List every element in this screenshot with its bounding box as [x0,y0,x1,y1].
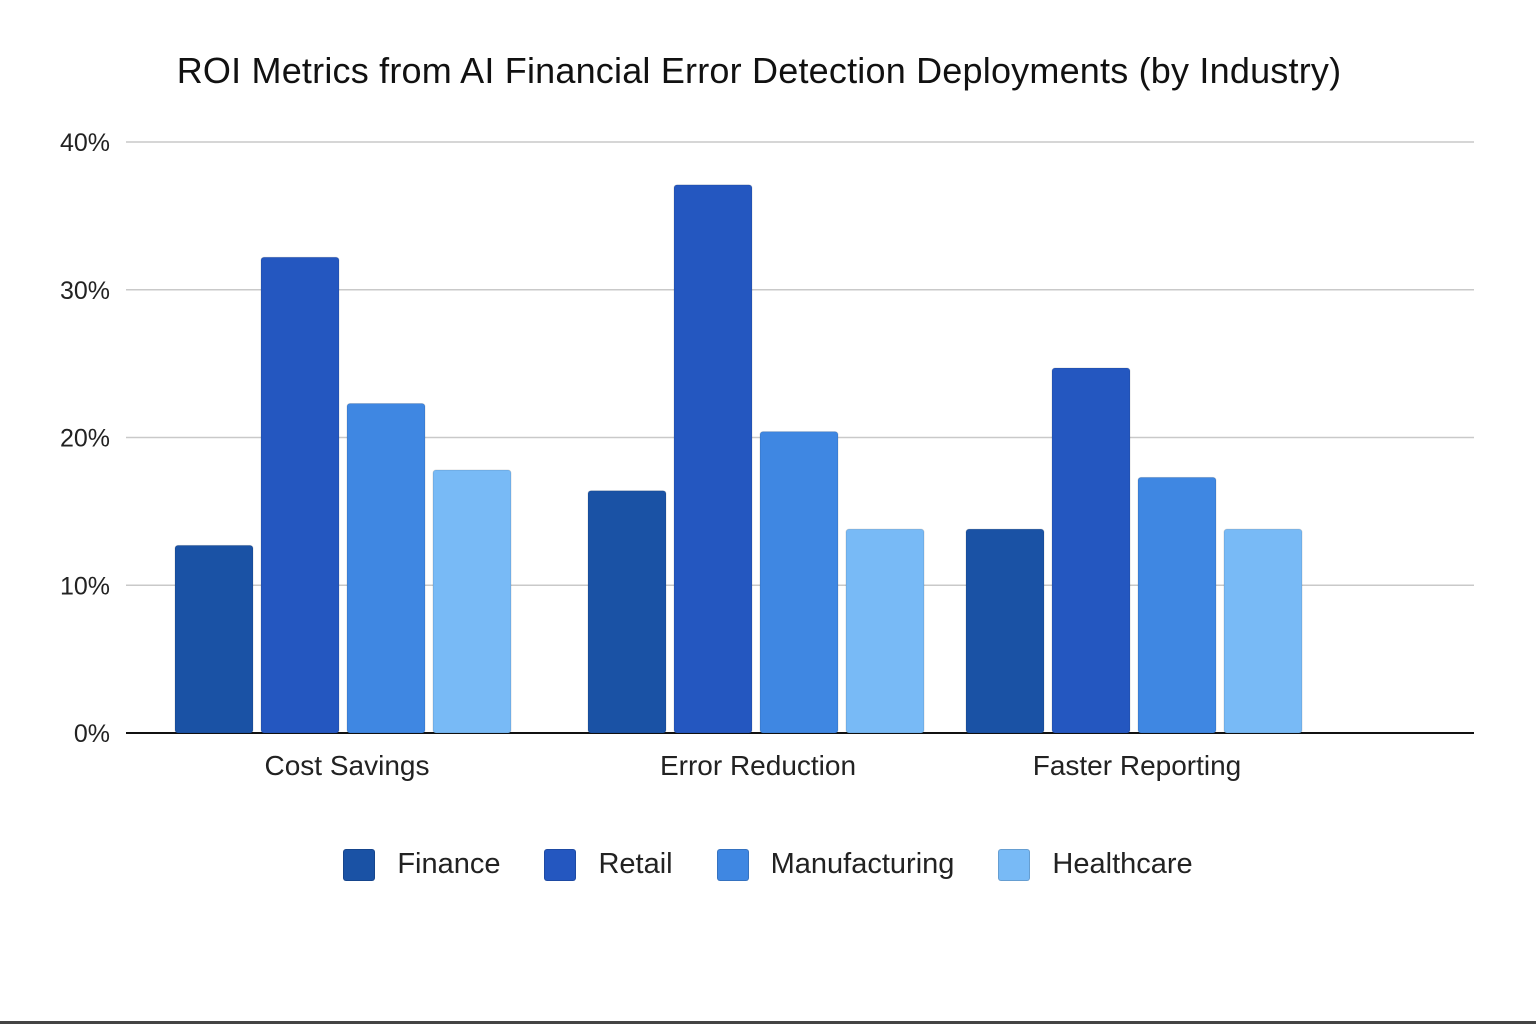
y-tick-label: 0% [74,720,110,748]
legend-item-finance: Finance [343,848,500,881]
x-category-label: Error Reduction [660,750,856,781]
legend-label: Healthcare [1052,848,1193,880]
bar-healthcare-faster-reporting [1223,528,1303,734]
legend-swatch [544,848,577,881]
y-tick-label: 40% [60,129,110,157]
bar-manufacturing-error-reduction [759,431,839,734]
legend-swatch [343,848,376,881]
legend-swatch [998,848,1031,881]
bar-healthcare-cost-savings [432,469,512,734]
x-category-label: Faster Reporting [1033,750,1242,781]
y-tick-label: 20% [60,425,110,453]
bar-manufacturing-cost-savings [346,403,426,734]
bar-retail-faster-reporting [1051,367,1131,734]
legend-swatch [716,848,749,881]
bar-healthcare-error-reduction [845,528,925,734]
legend-label: Manufacturing [770,848,955,880]
bar-manufacturing-faster-reporting [1137,476,1217,734]
legend: Finance Retail Manufacturing Healthcare [0,848,1536,881]
bar-finance-faster-reporting [965,528,1045,734]
legend-item-manufacturing: Manufacturing [716,848,955,881]
legend-label: Retail [598,848,673,880]
y-tick-label: 10% [60,572,110,600]
x-category-label: Cost Savings [265,750,430,781]
legend-item-healthcare: Healthcare [998,848,1193,881]
bar-retail-cost-savings [260,256,340,734]
bottom-border [0,1021,1536,1024]
chart-title: ROI Metrics from AI Financial Error Dete… [176,50,1342,91]
legend-item-retail: Retail [544,848,673,881]
y-tick-label: 30% [60,277,110,305]
bar-retail-error-reduction [673,184,753,734]
bar-finance-cost-savings [174,544,254,734]
bar-finance-error-reduction [587,490,667,734]
legend-label: Finance [397,848,501,880]
